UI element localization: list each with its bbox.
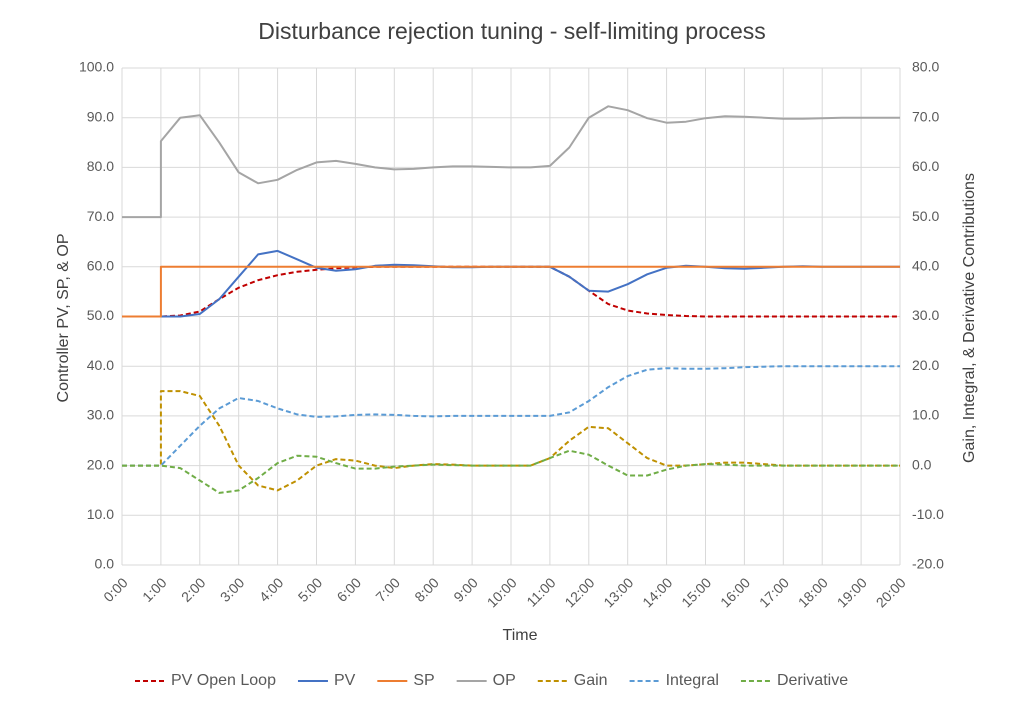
y-tick-label: 40.0 <box>87 357 114 373</box>
x-tick-label: 18:00 <box>795 574 831 610</box>
x-tick-label: 19:00 <box>834 574 870 610</box>
x-tick-label: 15:00 <box>678 574 714 610</box>
x-tick-label: 1:00 <box>139 574 170 605</box>
y-tick-label: 0.0 <box>95 556 115 572</box>
x-tick-label: 16:00 <box>717 574 753 610</box>
x-tick-label: 10:00 <box>484 574 520 610</box>
series-line <box>122 365 900 467</box>
y2-tick-label: 30.0 <box>912 307 939 323</box>
y-axis-title: Controller PV, SP, & OP <box>55 234 72 403</box>
y2-tick-label: 70.0 <box>912 108 939 124</box>
legend-label: PV <box>334 672 356 689</box>
legend-label: Gain <box>574 672 608 689</box>
x-tick-label: 2:00 <box>178 574 209 605</box>
y-tick-label: 60.0 <box>87 258 114 274</box>
legend-label: SP <box>413 672 434 689</box>
legend-label: Integral <box>666 672 719 689</box>
x-tick-label: 12:00 <box>561 574 597 610</box>
legend-label: Derivative <box>777 672 848 689</box>
x-tick-label: 8:00 <box>411 574 442 605</box>
y-tick-label: 90.0 <box>87 108 114 124</box>
y-tick-label: 20.0 <box>87 456 114 472</box>
y2-tick-label: 20.0 <box>912 357 939 373</box>
y2-tick-label: 10.0 <box>912 407 939 423</box>
x-tick-label: 11:00 <box>523 574 559 610</box>
y-tick-label: 10.0 <box>87 506 114 522</box>
x-tick-label: 0:00 <box>100 574 131 605</box>
x-tick-label: 4:00 <box>256 574 287 605</box>
x-tick-label: 3:00 <box>217 574 248 605</box>
legend-label: PV Open Loop <box>171 672 276 689</box>
x-tick-label: 7:00 <box>372 574 403 605</box>
series-line <box>122 390 900 492</box>
y2-tick-label: 60.0 <box>912 158 939 174</box>
y2-tick-label: 50.0 <box>912 208 939 224</box>
x-tick-label: 13:00 <box>600 574 636 610</box>
series-line <box>122 449 900 494</box>
y2-axis-title: Gain, Integral, & Derivative Contributio… <box>961 173 978 463</box>
x-tick-label: 6:00 <box>334 574 365 605</box>
x-tick-label: 17:00 <box>756 574 792 610</box>
x-tick-label: 5:00 <box>295 574 326 605</box>
series-line <box>122 265 900 318</box>
x-tick-label: 9:00 <box>450 574 481 605</box>
legend-label: OP <box>493 672 516 689</box>
y-tick-label: 100.0 <box>79 59 114 75</box>
chart-title: Disturbance rejection tuning - self-limi… <box>258 18 766 44</box>
y2-tick-label: -10.0 <box>912 506 944 522</box>
y-tick-label: 70.0 <box>87 208 114 224</box>
y2-tick-label: 0.0 <box>912 456 932 472</box>
y-tick-label: 80.0 <box>87 158 114 174</box>
y-tick-label: 50.0 <box>87 307 114 323</box>
x-tick-label: 14:00 <box>639 574 675 610</box>
series-line <box>122 105 900 219</box>
y2-tick-label: 80.0 <box>912 59 939 75</box>
x-axis-title: Time <box>503 627 538 644</box>
y-tick-label: 30.0 <box>87 407 114 423</box>
y2-tick-label: 40.0 <box>912 258 939 274</box>
y2-tick-label: -20.0 <box>912 556 944 572</box>
x-tick-label: 20:00 <box>873 574 909 610</box>
series-line <box>122 265 900 318</box>
